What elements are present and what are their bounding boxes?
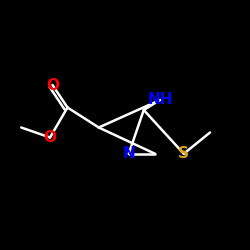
Text: O: O xyxy=(44,130,57,145)
Text: N: N xyxy=(122,146,135,161)
Text: S: S xyxy=(178,146,189,161)
Text: O: O xyxy=(46,78,59,92)
Text: NH: NH xyxy=(147,92,173,108)
